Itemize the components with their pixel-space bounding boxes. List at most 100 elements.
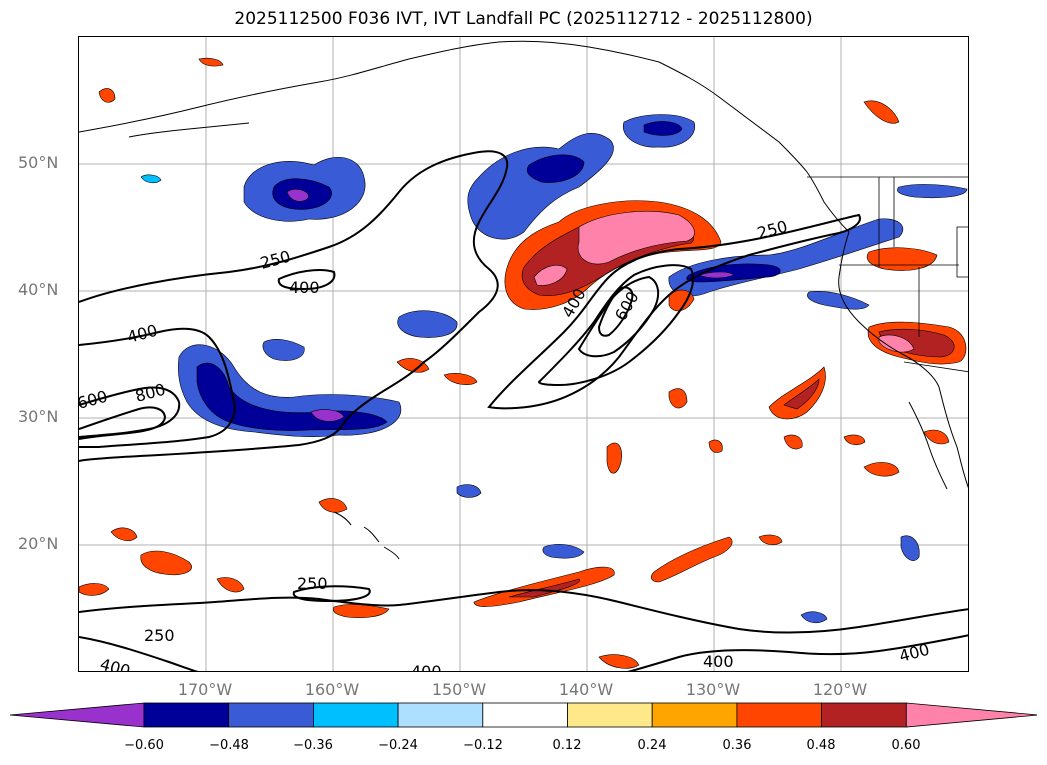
baja-coast [938,386,968,489]
lon-label-170w: 170°W [177,680,233,699]
map-title: 2025112500 F036 IVT, IVT Landfall PC (20… [234,9,813,29]
contour-250-small-s [292,585,371,603]
lat-label-50n: 50°N [18,153,59,172]
neg-blob-alaska-core [643,121,683,136]
neg-blob-baja [900,535,920,561]
colorbar-tick-label: −0.48 [209,738,249,753]
pos-blob-w2 [110,527,138,541]
neg-blob-small1 [140,174,162,184]
colorbar-segment [482,702,568,728]
contour-label: 600 [79,387,110,413]
contour-400-ar [537,264,695,387]
lon-label-150w: 150°W [431,680,487,699]
colorbar-tick-label: −0.36 [293,738,333,753]
neg-blob-se-small [800,611,828,624]
lon-label-130w: 130°W [685,680,741,699]
pos-blob-main-pink [577,210,695,265]
lon-label-120w: 120°W [812,680,868,699]
us-mexico-border [903,361,968,373]
contour-label: 400 [289,278,320,297]
neg-blob-sw-min [310,409,345,422]
map-canvas: 250 400 400 600 800 250 400 600 250 250 … [79,37,968,672]
colorbar-segment [143,702,230,728]
alaska-coast [79,40,660,133]
state-borders [807,176,968,373]
bc-coast [806,171,850,233]
colorbar [10,702,1037,728]
hawaii-2 [363,526,380,543]
colorbar-tick-label: 0.48 [806,738,836,753]
colorbar-segment [821,702,907,728]
contour-label: 250 [144,626,175,645]
pos-blob-great-basin [866,247,938,271]
pos-blob-center-south [668,289,695,312]
neg-blob-hawaii-east [542,543,585,559]
contour-600-ar [577,275,660,358]
pos-blob-south-mid [473,566,615,607]
contour-label: 400 [703,652,734,671]
colorbar-segments [10,702,1037,728]
pos-blob-w1 [140,550,192,576]
contour-250-ar [487,213,861,410]
contour-label: 800 [133,380,167,406]
pos-blob-w6 [396,358,430,373]
neg-blob-sc-small [456,484,482,498]
hawaii-1 [333,511,352,526]
pos-blob-w12 [758,534,783,546]
colorbar-extend-min [10,702,145,728]
colorbar-segment [228,702,314,728]
contour-label: 250 [119,37,150,51]
pos-blob-baja-west [768,366,826,420]
contour-800-ar [597,286,634,337]
pos-blob-w7 [443,373,478,385]
pos-blob-socal-pink [878,334,915,353]
lon-label-140w: 140°W [558,680,614,699]
contour-label: 250 [297,574,328,593]
contour-label: 400 [125,321,159,347]
colorbar-tick-label: 0.60 [891,738,921,753]
contour-800-west [79,406,167,440]
contour-label: 250 [755,217,789,243]
pos-blob-w20 [783,434,803,450]
baja-east [908,401,948,490]
ivt-contours [79,150,968,671]
west-coast [838,231,940,388]
contour-250-south [79,589,968,634]
pos-blob-baja-west-dark [783,378,820,410]
colorbar-tick-label: −0.12 [463,738,503,753]
contour-250-west [79,150,509,462]
colorbar-segment [651,702,738,728]
colorbar-segment [567,702,653,728]
lat-label-40n: 40°N [18,280,59,299]
colorbar-segment [312,702,399,728]
contour-label: 400 [98,655,132,672]
pos-blob-w13 [598,654,640,669]
pos-blob-w8 [318,498,348,513]
colorbar-segment [736,702,823,728]
pos-blob-w11 [863,462,900,477]
pos-blob-w3 [216,577,245,593]
pos-blob-main-pink2 [533,264,568,286]
contour-400-west [79,327,236,448]
alaska-panhandle-coast [658,61,808,173]
aleutians [128,122,250,138]
neg-blob-mid2 [262,338,305,361]
colorbar-tick-label: −0.24 [378,738,418,753]
neg-blob-nw-cal [807,291,870,310]
neg-blob-ne [897,184,968,199]
neg-blob-mid [397,310,458,338]
pos-blob-w17 [923,429,950,445]
colorbar-tick-label: 0.12 [552,738,582,753]
contour-label: 250 [258,247,292,273]
map-panel[interactable]: 250 400 400 600 800 250 400 600 250 250 … [78,36,969,672]
negative-pc-regions [140,114,968,624]
pos-blob-w9 [606,442,622,474]
pos-blob-w19 [708,439,723,453]
contour-400-small [277,269,336,291]
colorbar-segment [397,702,484,728]
neg-blob-gulf-core [526,154,585,183]
pos-blob-w14 [98,88,116,103]
pos-blob-w15 [863,100,900,124]
lon-label-160w: 160°W [304,680,360,699]
colorbar-tick-label: −0.60 [124,738,164,753]
